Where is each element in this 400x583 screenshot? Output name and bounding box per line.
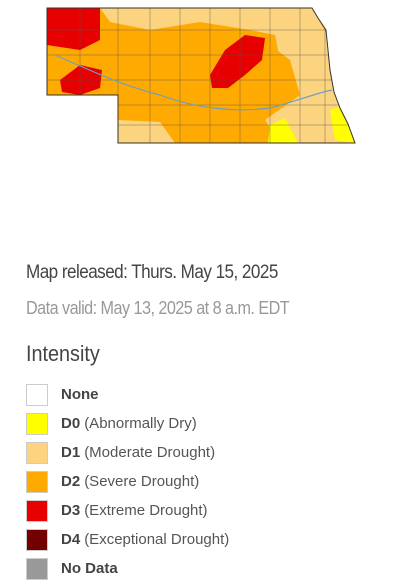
legend-swatch: [26, 383, 48, 406]
drought-map: [46, 7, 356, 144]
legend-item: No Data: [26, 554, 386, 583]
legend-swatch: [26, 499, 48, 522]
legend-item: D2 (Severe Drought): [26, 467, 386, 496]
county-lines: [47, 8, 355, 143]
legend-description: (Severe Drought): [84, 473, 200, 490]
legend-code: D4: [61, 531, 81, 548]
map-fill: [47, 8, 355, 143]
legend-swatch: [26, 470, 48, 493]
legend-code: D2: [61, 473, 81, 490]
legend-swatch: [26, 528, 48, 551]
data-valid: Data valid: May 13, 2025 at 8 a.m. EDT: [26, 298, 290, 318]
legend-code: D1: [61, 444, 81, 461]
map-released: Map released: Thurs. May 15, 2025: [26, 262, 278, 283]
legend-code: D3: [61, 502, 81, 519]
state-outline: [46, 7, 356, 144]
legend-swatch: [26, 412, 48, 435]
legend-swatch: [26, 441, 48, 464]
legend-item: D1 (Moderate Drought): [26, 438, 386, 467]
river: [54, 54, 333, 111]
legend-description: (Moderate Drought): [84, 444, 216, 461]
legend-description: (Extreme Drought): [84, 502, 208, 519]
legend-description: (Exceptional Drought): [84, 531, 230, 548]
legend-item: D4 (Exceptional Drought): [26, 525, 386, 554]
legend-code: None: [61, 386, 99, 403]
legend-item: D3 (Extreme Drought): [26, 496, 386, 525]
legend: None D0 (Abnormally Dry) D1 (Moderate Drough…: [26, 380, 386, 583]
legend-code: No Data: [61, 560, 118, 577]
legend-item: D0 (Abnormally Dry): [26, 409, 386, 438]
legend-swatch: [26, 557, 48, 580]
legend-item: None: [26, 380, 386, 409]
legend-title: Intensity: [26, 341, 100, 366]
legend-code: D0: [61, 415, 81, 432]
legend-description: (Abnormally Dry): [84, 415, 197, 432]
